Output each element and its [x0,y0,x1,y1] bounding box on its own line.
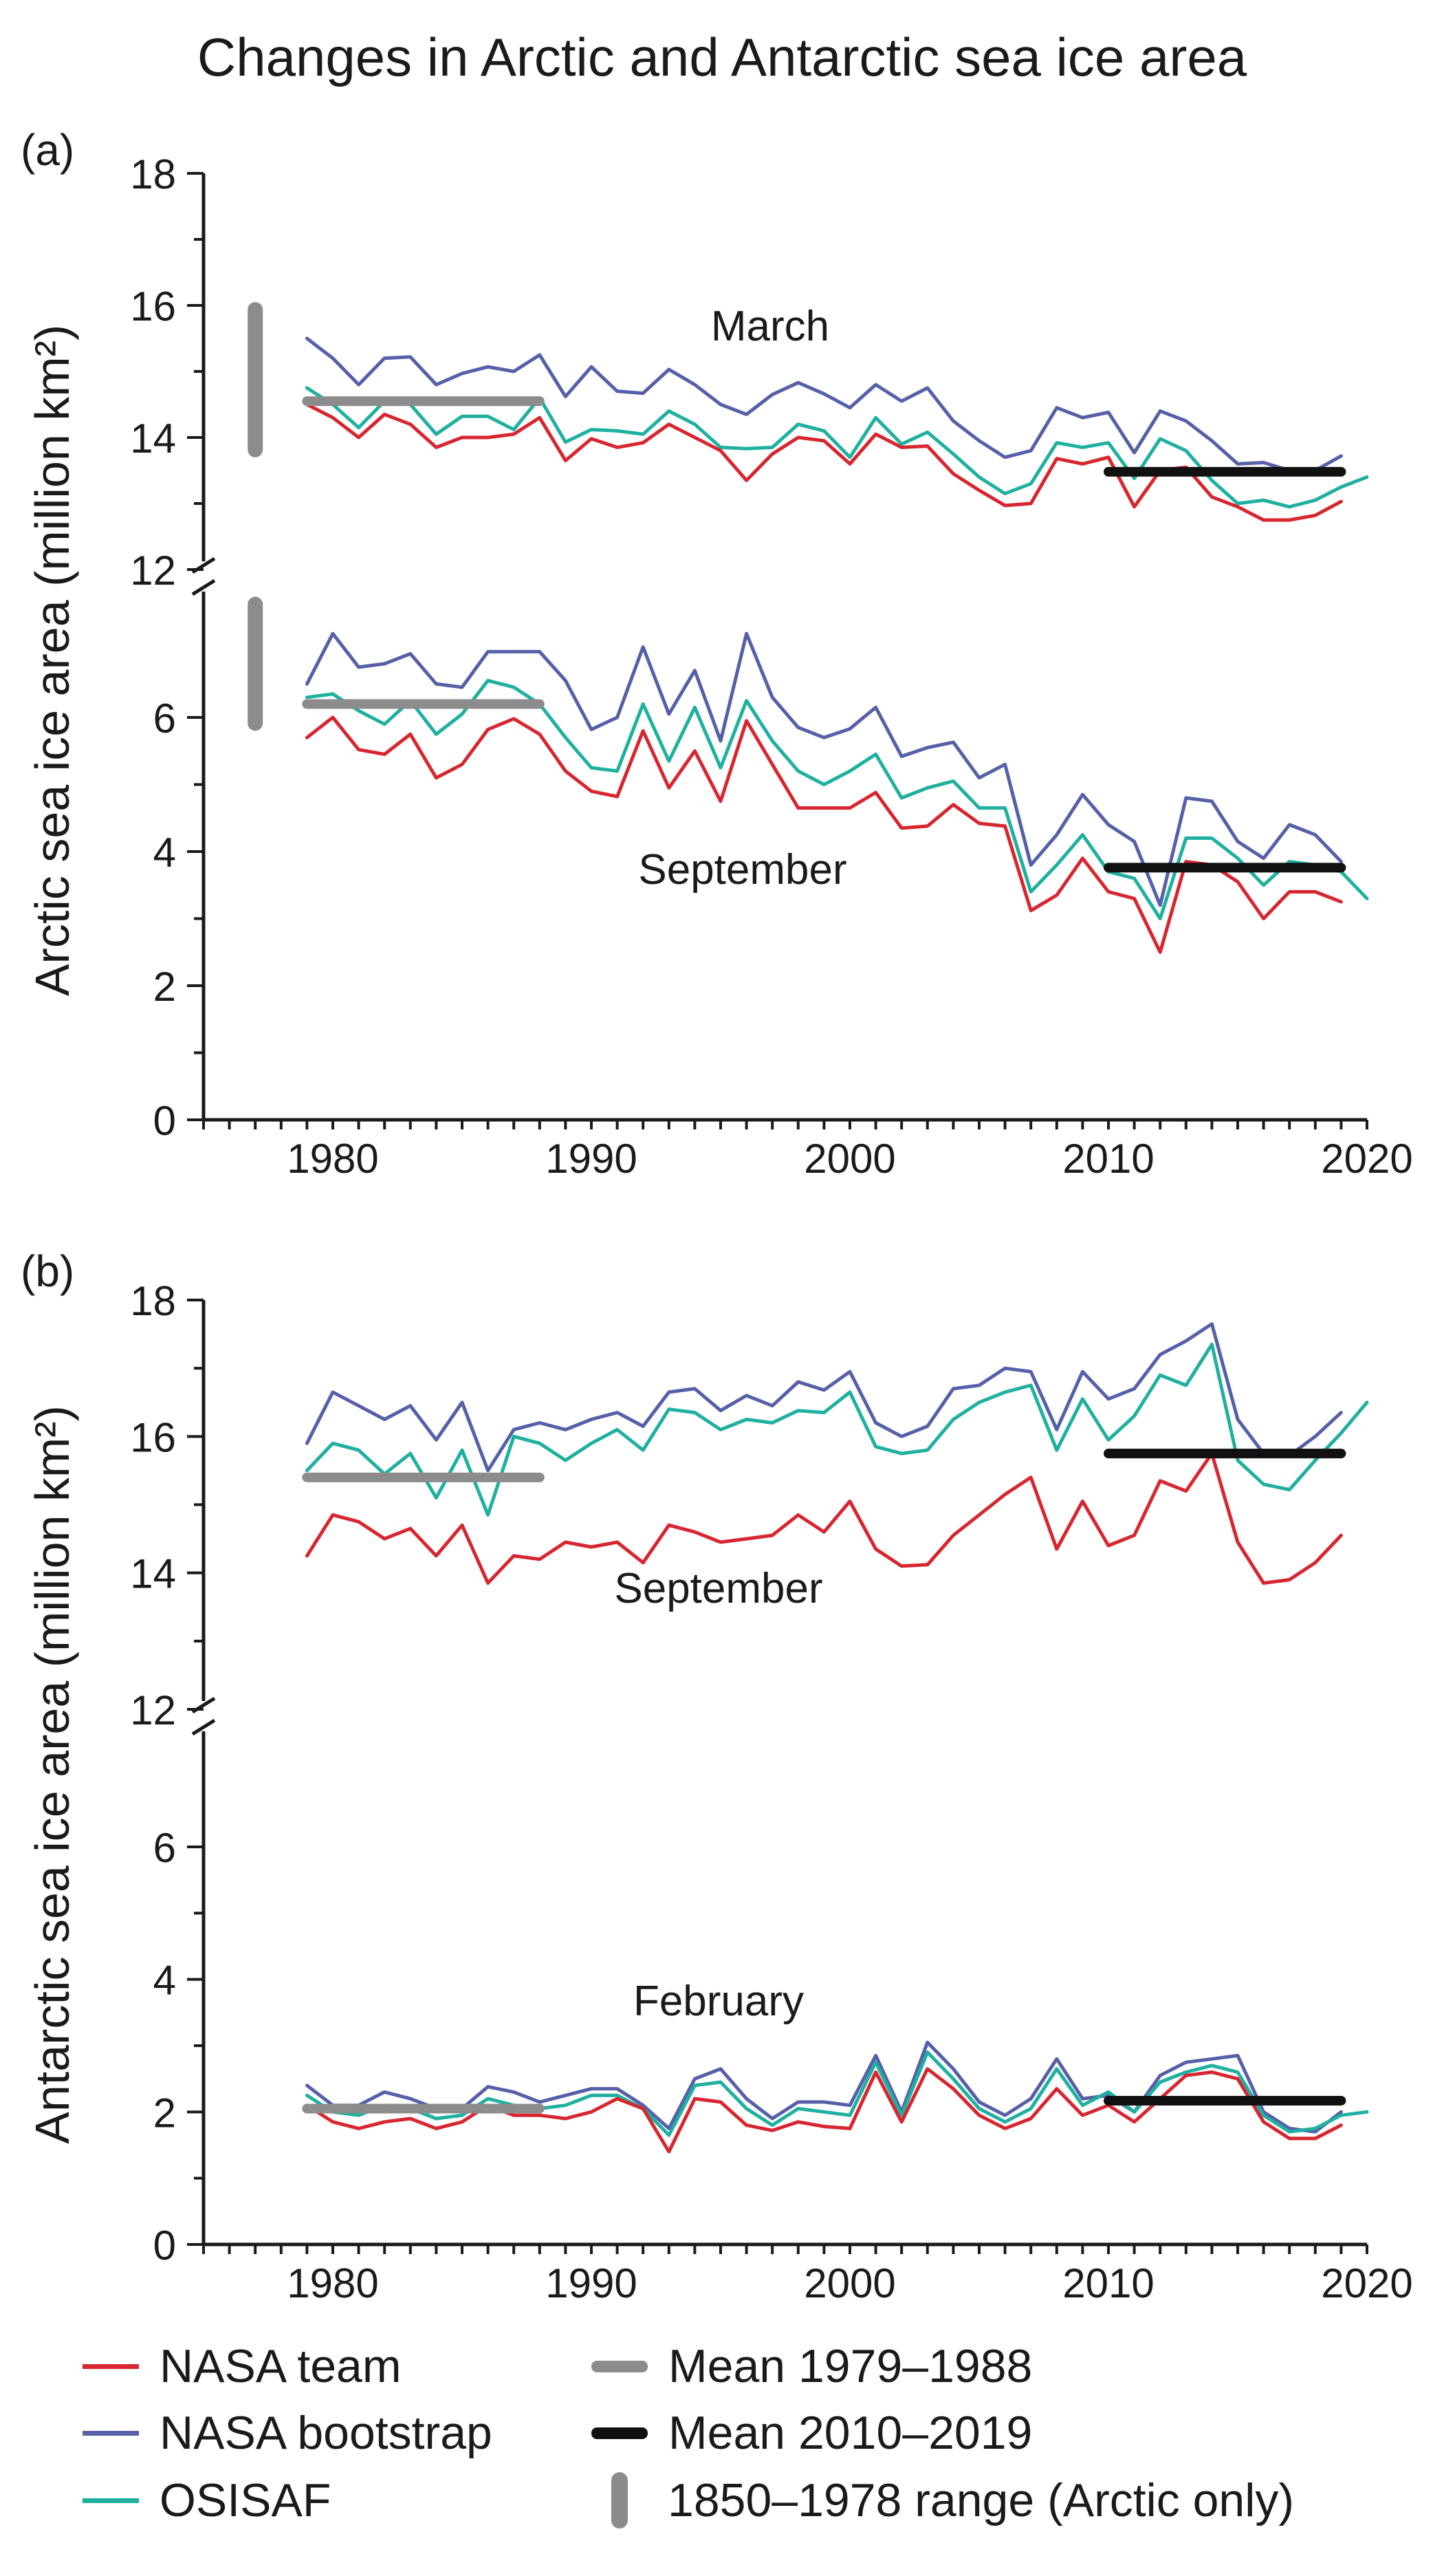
y-tick-label-b: 14 [130,1551,176,1597]
y-tick-label-b: 4 [153,1958,176,2004]
month-label-lower: September [638,846,846,894]
legend-item-range-1850-1978: 1850–1978 range (Arctic only) [591,2472,1294,2529]
x-tick-label-a: 1990 [545,1136,637,1182]
x-tick-label-a: 2010 [1062,1136,1154,1182]
chart-title: Changes in Arctic and Antarctic sea ice … [197,27,1247,87]
axis-break-mark-b [191,1718,216,1736]
panel-tag-b: (b) [21,1246,74,1296]
legend-swatch-range-1850-1978 [611,2472,628,2529]
x-tick-label-b: 1990 [545,2260,637,2306]
y-tick-label-a: 2 [153,964,176,1010]
month-label-lower: February [633,1978,804,2025]
x-tick-label-b: 2010 [1062,2260,1154,2306]
range-bar-1850-1978-lower [248,596,263,731]
y-tick-label-b: 12 [130,1687,176,1733]
legend-label-mean-1979-1988: Mean 1979–1988 [668,2340,1033,2392]
legend-label-mean-2010-2019: Mean 2010–2019 [668,2407,1033,2459]
x-tick-label-a: 2000 [804,1136,895,1182]
legend-item-nasa-bootstrap: NASA bootstrap [83,2405,492,2460]
axis-break-mark-a [191,578,216,596]
x-tick-label-b: 2000 [804,2260,895,2306]
legend-swatch-nasa-team [83,2363,139,2369]
series-line-osisaf-lower [305,2050,1369,2137]
legend-label-osisaf: OSISAF [160,2474,331,2526]
legend-label-nasa-team: NASA team [160,2340,402,2392]
x-tick-label-a: 2020 [1321,1136,1412,1182]
y-tick-label-a: 14 [130,415,176,462]
range-bar-1850-1978-upper [248,302,263,457]
legend-item-nasa-team: NASA team [83,2339,402,2394]
x-tick-label-b: 1980 [287,2260,378,2306]
legend-swatch-nasa-bootstrap [83,2430,139,2436]
y-tick-label-b: 0 [153,2222,176,2269]
series-line-nasa_bootstrap-upper [305,336,1343,473]
y-tick-label-a: 16 [130,283,176,329]
legend-item-mean-1979-1988: Mean 1979–1988 [591,2339,1032,2394]
legend-item-osisaf: OSISAF [83,2473,331,2528]
y-tick-label-a: 4 [153,830,176,876]
y-tick-label-a: 0 [153,1098,176,1144]
y-tick-label-b: 2 [153,2090,176,2136]
legend-label-nasa-bootstrap: NASA bootstrap [160,2407,492,2459]
month-label-upper: September [614,1565,822,1612]
panel-tag-a: (a) [21,125,74,175]
series-line-osisaf-upper [305,386,1369,509]
y-tick-label-a: 18 [130,151,176,197]
y-tick-label-a: 12 [130,548,176,594]
y-tick-label-a: 6 [153,695,176,742]
legend-swatch-osisaf [83,2498,139,2503]
legend: NASA team NASA bootstrap OSISAF Mean 197… [0,2339,1444,2573]
series-line-nasa_bootstrap-lower [305,2040,1343,2134]
x-tick-label-b: 2020 [1321,2260,1412,2306]
series-line-nasa_team-lower [305,715,1343,954]
series-line-nasa_team-upper [305,1451,1343,1585]
y-tick-label-b: 18 [130,1278,176,1324]
y-axis-label-b: Antarctic sea ice area (million km²) [25,1405,79,2144]
figure-panels: (a) 1980 1990 2000 2010 2020 12 14 16 18 0 2 4 6 Arcti… [21,125,1413,2306]
legend-label-range-1850-1978: 1850–1978 range (Arctic only) [668,2474,1294,2526]
legend-swatch-mean-1979-1988 [591,2360,648,2372]
y-tick-label-b: 6 [153,1825,176,1871]
x-tick-label-a: 1980 [287,1136,378,1182]
series-line-osisaf-upper [305,1343,1369,1517]
y-axis-label-a: Arctic sea ice area (million km²) [25,325,79,996]
series-line-nasa_bootstrap-upper [305,1322,1343,1473]
month-label-upper: March [711,303,829,350]
series-line-osisaf-lower [305,678,1369,920]
legend-item-mean-2010-2019: Mean 2010–2019 [591,2405,1032,2460]
legend-swatch-mean-2010-2019 [591,2427,648,2439]
y-tick-label-b: 16 [130,1414,176,1460]
